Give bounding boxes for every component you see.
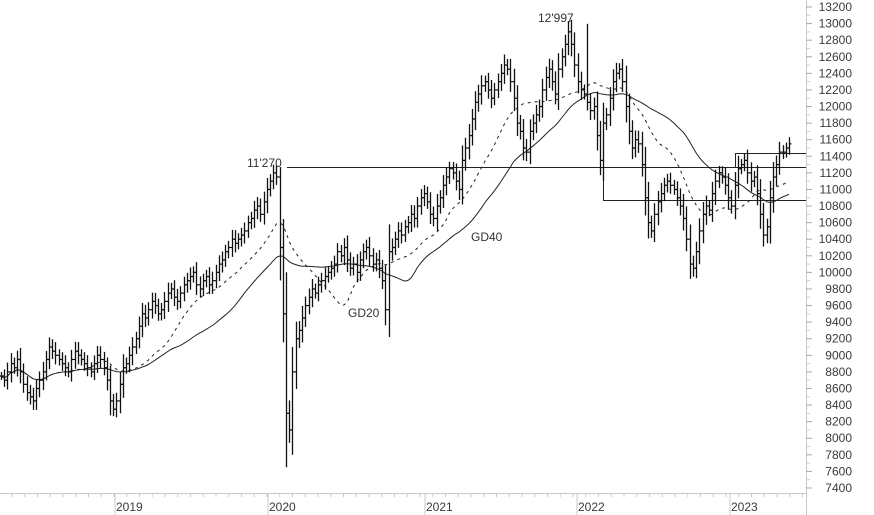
annotations: 11'270 12'997 GD20 GD40	[247, 11, 574, 320]
gd20-line	[0, 82, 790, 381]
x-axis: 2019 2020 2021 2022 2023	[0, 493, 806, 515]
x-tick-label: 2023	[731, 500, 758, 514]
y-tick-label: 12800	[819, 33, 853, 47]
gd20-moving-average	[0, 82, 790, 381]
price-bars	[0, 19, 792, 468]
y-tick-label: 9600	[825, 299, 852, 313]
gd40-line	[0, 92, 790, 381]
y-tick-label: 9200	[825, 332, 852, 346]
y-tick-label: 12600	[819, 50, 853, 64]
series-label: GD40	[471, 230, 503, 244]
x-tick-label: 2019	[116, 500, 143, 514]
series-label: GD20	[348, 306, 380, 320]
y-tick-label: 8600	[825, 381, 852, 395]
y-tick-label: 10200	[819, 249, 853, 263]
y-tick-label: 8800	[825, 365, 852, 379]
y-tick-label: 8400	[825, 398, 852, 412]
y-tick-label: 9000	[825, 348, 852, 362]
y-tick-label: 8000	[825, 431, 852, 445]
y-tick-label: 11000	[820, 182, 853, 196]
gd40-moving-average	[0, 92, 790, 381]
y-tick-label: 7600	[825, 464, 852, 478]
y-tick-label: 12400	[819, 66, 853, 80]
peak-value-label: 12'997	[538, 11, 574, 25]
y-tick-label: 8200	[825, 415, 852, 429]
y-tick-label: 10800	[819, 199, 853, 213]
y-tick-label: 13000	[819, 17, 853, 31]
x-tick-label: 2020	[269, 500, 296, 514]
y-tick-label: 12000	[819, 100, 853, 114]
peak-value-label: 11'270	[247, 156, 282, 170]
y-tick-label: 11800	[820, 116, 853, 130]
y-tick-label: 9800	[825, 282, 852, 296]
y-tick-label: 10400	[819, 232, 853, 246]
y-tick-label: 12200	[819, 83, 853, 97]
y-tick-label: 10600	[819, 216, 853, 230]
y-tick-label: 9400	[825, 315, 852, 329]
y-tick-label: 11600	[820, 133, 853, 147]
y-tick-label: 10000	[819, 265, 853, 279]
y-tick-label: 7400	[825, 481, 852, 495]
x-tick-label: 2022	[578, 500, 605, 514]
x-tick-label: 2021	[426, 500, 453, 514]
y-tick-label: 11400	[820, 149, 853, 163]
y-tick-label: 13200	[819, 0, 853, 14]
y-tick-label: 7800	[825, 448, 852, 462]
y-axis: 7400 7600 7800 8000 8200 8400 8600 8800 9000 9200…	[806, 0, 852, 515]
y-tick-label: 11200	[820, 166, 853, 180]
